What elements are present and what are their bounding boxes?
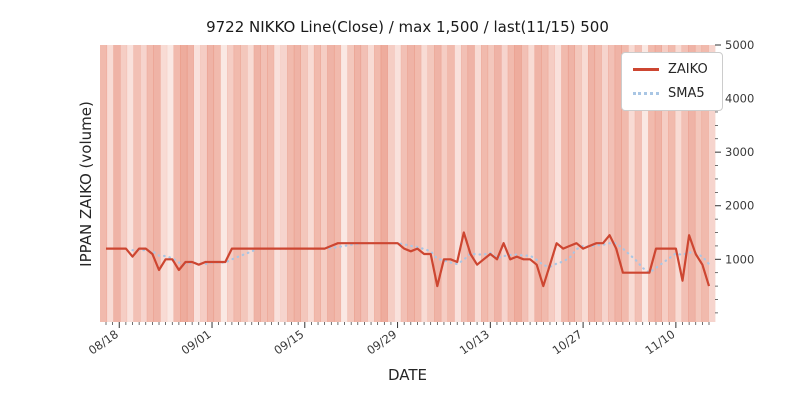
legend-item-zaiko: ZAIKO — [633, 62, 708, 77]
svg-text:1000: 1000 — [725, 252, 754, 266]
zaiko-line-swatch-icon — [633, 68, 659, 71]
sma5-line-swatch-icon — [633, 92, 659, 95]
svg-text:10/13: 10/13 — [457, 327, 492, 357]
x-axis-label: DATE — [387, 366, 428, 384]
svg-text:2000: 2000 — [725, 199, 754, 213]
legend-item-sma5: SMA5 — [633, 86, 708, 101]
legend: ZAIKO SMA5 — [621, 52, 723, 111]
svg-text:09/29: 09/29 — [364, 327, 399, 357]
svg-text:08/18: 08/18 — [86, 327, 121, 357]
svg-text:3000: 3000 — [725, 145, 754, 159]
legend-label-zaiko: ZAIKO — [668, 62, 708, 77]
svg-text:09/15: 09/15 — [271, 327, 306, 357]
svg-text:09/01: 09/01 — [179, 327, 214, 357]
legend-label-sma5: SMA5 — [668, 86, 705, 101]
chart-title: 9722 NIKKO Line(Close) / max 1,500 / las… — [206, 18, 609, 36]
svg-text:10/27: 10/27 — [550, 327, 585, 357]
svg-text:5000: 5000 — [725, 38, 754, 52]
svg-text:4000: 4000 — [725, 92, 754, 106]
svg-text:11/10: 11/10 — [642, 327, 677, 357]
